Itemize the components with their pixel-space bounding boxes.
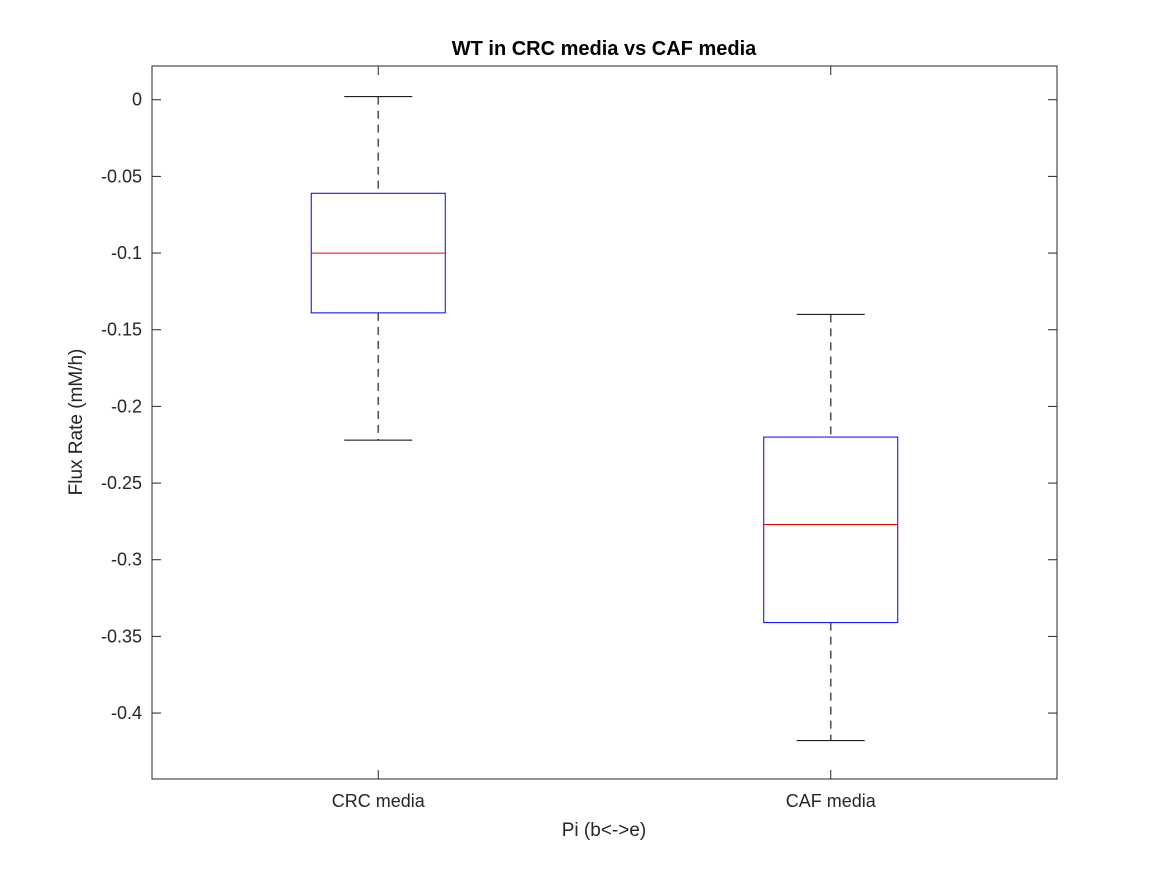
y-tick-label: -0.1 — [111, 243, 142, 263]
box-rect — [763, 436, 899, 624]
box-2 — [763, 313, 899, 742]
plot-area — [151, 65, 1058, 780]
box-1 — [310, 96, 446, 441]
y-tick-label: -0.3 — [111, 550, 142, 570]
y-tick-label: -0.05 — [101, 166, 142, 186]
y-tick-label: -0.2 — [111, 396, 142, 416]
y-tick-label: -0.25 — [101, 473, 142, 493]
y-ticks: 0 -0.05 -0.1 -0.15 -0.2 -0.25 -0.3 -0.35 -0.4 — [101, 90, 1057, 723]
y-tick-label: -0.4 — [111, 703, 142, 723]
y-axis-title: Flux Rate (mM/h) — [66, 349, 87, 496]
y-tick-label: 0 — [132, 90, 142, 110]
x-ticks: CRC media CAF media — [332, 66, 877, 811]
box-group — [310, 96, 899, 742]
y-tick-label: -0.15 — [101, 320, 142, 340]
y-tick-label: -0.35 — [101, 626, 142, 646]
x-tick-label: CRC media — [332, 791, 426, 811]
x-tick-label: CAF media — [786, 791, 877, 811]
x-axis-title: Pi (b<->e) — [562, 820, 646, 841]
chart-title: WT in CRC media vs CAF media — [452, 38, 757, 60]
